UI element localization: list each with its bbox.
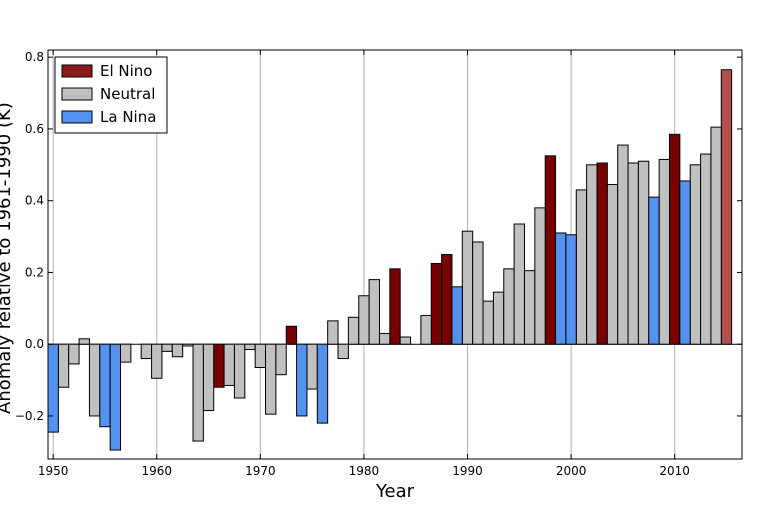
bar-1969 [244, 343, 256, 351]
x-tick-label-2010: 2010 [659, 464, 690, 478]
x-tick-label-1950: 1950 [38, 464, 69, 478]
legend-label-2: La Nina [100, 108, 156, 126]
bar-1981 [368, 279, 380, 345]
bar-1988 [441, 254, 453, 345]
y-axis-ticks: −0.2 0.0 0.2 0.4 0.6 0.8 [15, 50, 742, 423]
bar-2007 [637, 160, 650, 345]
bar-2002 [586, 164, 598, 345]
bar-1961 [161, 343, 173, 352]
bar-1992 [482, 300, 494, 345]
y-tick-label-2: 0.2 [25, 265, 44, 279]
bar-1975 [306, 343, 318, 390]
bar-1991 [472, 241, 484, 345]
legend-label-1: Neutral [100, 85, 155, 103]
bar-1990 [461, 230, 474, 345]
bar-1960 [151, 343, 163, 379]
y-tick-label-1: 0.0 [25, 337, 44, 351]
legend-swatch-1 [61, 87, 93, 101]
bar-2006 [627, 162, 639, 345]
bar-2011 [679, 180, 691, 345]
x-tick-label-1960: 1960 [141, 464, 172, 478]
bar-1976 [316, 343, 329, 424]
y-tick-label-0: −0.2 [15, 409, 44, 423]
bar-1950 [47, 343, 59, 433]
bar-1977 [327, 320, 339, 345]
bar-2005 [617, 144, 629, 345]
bar-2010 [668, 133, 681, 345]
bar-1989 [451, 286, 463, 345]
bar-1998 [544, 155, 557, 345]
bar-2004 [606, 184, 619, 345]
bar-1984 [399, 336, 412, 345]
bar-1972 [275, 343, 287, 376]
bar-1962 [171, 343, 184, 358]
bar-1997 [534, 207, 546, 345]
x-axis-ticks: 1950 1960 1970 1980 1990 2000 2010 [38, 50, 690, 478]
bar-1959 [140, 343, 153, 360]
bar-1994 [503, 268, 515, 345]
bar-1986 [420, 314, 432, 345]
x-axis-label: Year [375, 481, 415, 502]
bar-1955 [99, 343, 111, 428]
bar-2014 [710, 126, 722, 345]
y-tick-label-4: 0.6 [25, 122, 44, 136]
plot-frame [47, 49, 743, 460]
bar-1956 [109, 343, 122, 451]
bar-2001 [575, 189, 588, 345]
bar-1996 [523, 270, 536, 345]
bar-1967 [223, 343, 235, 386]
bar-1963 [182, 343, 194, 347]
legend: El Nino Neutral La Nina [54, 56, 168, 134]
bars [47, 69, 733, 451]
bar-1974 [296, 343, 308, 417]
legend-swatch-2 [61, 110, 93, 124]
y-tick-label-5: 0.8 [25, 50, 44, 64]
bar-1951 [57, 343, 70, 388]
bar-1971 [265, 343, 277, 415]
bar-1964 [192, 343, 204, 442]
bar-2008 [648, 196, 660, 345]
legend-label-0: El Nino [100, 62, 153, 80]
bar-1978 [337, 343, 349, 360]
x-tick-label-1990: 1990 [452, 464, 483, 478]
bar-1953 [78, 338, 90, 345]
x-tick-label-1970: 1970 [245, 464, 276, 478]
bar-2009 [658, 158, 670, 345]
bar-1980 [358, 295, 370, 345]
bar-2000 [565, 234, 577, 345]
x-tick-label-2000: 2000 [556, 464, 587, 478]
bar-1999 [555, 232, 567, 345]
bar-1954 [88, 343, 101, 417]
bar-2003 [596, 162, 608, 345]
bar-1987 [430, 262, 443, 345]
bar-1995 [513, 223, 525, 345]
bar-1966 [213, 343, 225, 388]
bar-2013 [700, 153, 712, 345]
bar-1970 [254, 343, 267, 369]
x-tick-label-1980: 1980 [349, 464, 380, 478]
y-tick-label-3: 0.4 [25, 194, 44, 208]
bar-1983 [389, 268, 401, 345]
y-axis-label: Anomaly relative to 1961-1990 (K) [0, 102, 15, 414]
bar-1973 [285, 325, 298, 345]
bar-1965 [202, 343, 215, 412]
legend-swatch-0 [61, 64, 93, 78]
bar-1993 [492, 291, 505, 345]
bar-1968 [233, 343, 246, 399]
bar-1952 [68, 343, 80, 365]
bar-1957 [120, 343, 132, 363]
bar-1979 [347, 316, 360, 345]
bar-2012 [689, 164, 702, 345]
bar-1982 [378, 332, 391, 345]
bar-2015 [720, 69, 733, 345]
